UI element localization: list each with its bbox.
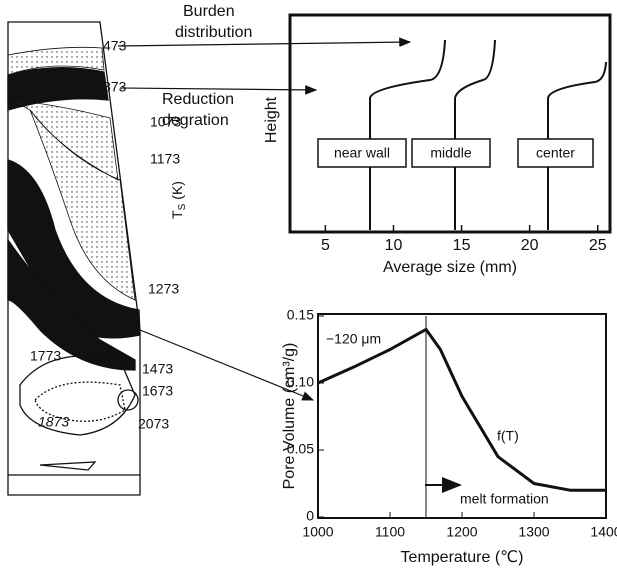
annotation: melt formation <box>460 491 549 507</box>
box-label: center <box>536 145 575 161</box>
x-tick-label: 1300 <box>518 524 549 540</box>
box-label: near wall <box>334 145 390 161</box>
y-axis-label: Pore Volume (cm³/g) <box>281 343 298 490</box>
x-tick-label: 1100 <box>375 524 405 540</box>
y-tick-label: 0.10 <box>287 374 314 390</box>
isotherm-label: 1873 <box>38 414 69 430</box>
x-tick-label: 1000 <box>302 524 333 540</box>
isotherm-label: 1773 <box>30 348 61 364</box>
isotherm-label: 1673 <box>142 383 173 399</box>
label-box <box>317 138 407 168</box>
furnace <box>7 21 141 496</box>
annotation: Burden <box>183 3 235 20</box>
x-tick-label: 1200 <box>446 524 477 540</box>
annotation: −120 μm <box>326 331 381 347</box>
plot-frame <box>288 13 612 234</box>
y-tick-label: 0.15 <box>287 307 314 323</box>
annotation: degration <box>162 112 229 129</box>
x-tick-label: 20 <box>521 237 539 254</box>
x-tick-label: 5 <box>321 237 330 254</box>
box-label: middle <box>430 145 471 161</box>
isotherm-label: 1473 <box>142 361 173 377</box>
x-tick-label: 25 <box>589 237 607 254</box>
isotherm-label: 873 <box>103 79 127 95</box>
y-tick-label: 0 <box>306 508 314 524</box>
furnace-labels: 473 873 1073 1173 1273 1473 1673 1773 1873 2073 <box>30 38 181 432</box>
isotherm-label: 2073 <box>138 416 169 432</box>
isotherm-label: 1073 <box>150 114 181 130</box>
x-tick-label: 10 <box>385 237 403 254</box>
y-tick-label: 0.05 <box>287 441 314 457</box>
label-box <box>517 138 594 168</box>
furnace-axis-label: TS (K) <box>169 181 188 219</box>
unit: (K) <box>169 181 185 200</box>
annotation: Reduction <box>162 91 234 108</box>
symbol: T <box>169 210 185 219</box>
series-label: f(T) <box>497 428 519 444</box>
subscript: S <box>177 203 188 210</box>
annotation: distribution <box>175 24 252 41</box>
x-tick-label: 15 <box>453 237 471 254</box>
isotherm-label: 1173 <box>150 151 180 167</box>
y-axis-label: Height <box>263 96 280 143</box>
x-axis-label: Average size (mm) <box>383 259 517 276</box>
isotherm-label: 1273 <box>148 281 179 297</box>
label-box <box>411 138 491 168</box>
arrows <box>117 37 412 401</box>
size-curves <box>369 39 607 230</box>
isotherm-label: 473 <box>103 38 127 54</box>
x-axis-label: Temperature (℃) <box>401 549 524 566</box>
data-line <box>317 327 606 492</box>
